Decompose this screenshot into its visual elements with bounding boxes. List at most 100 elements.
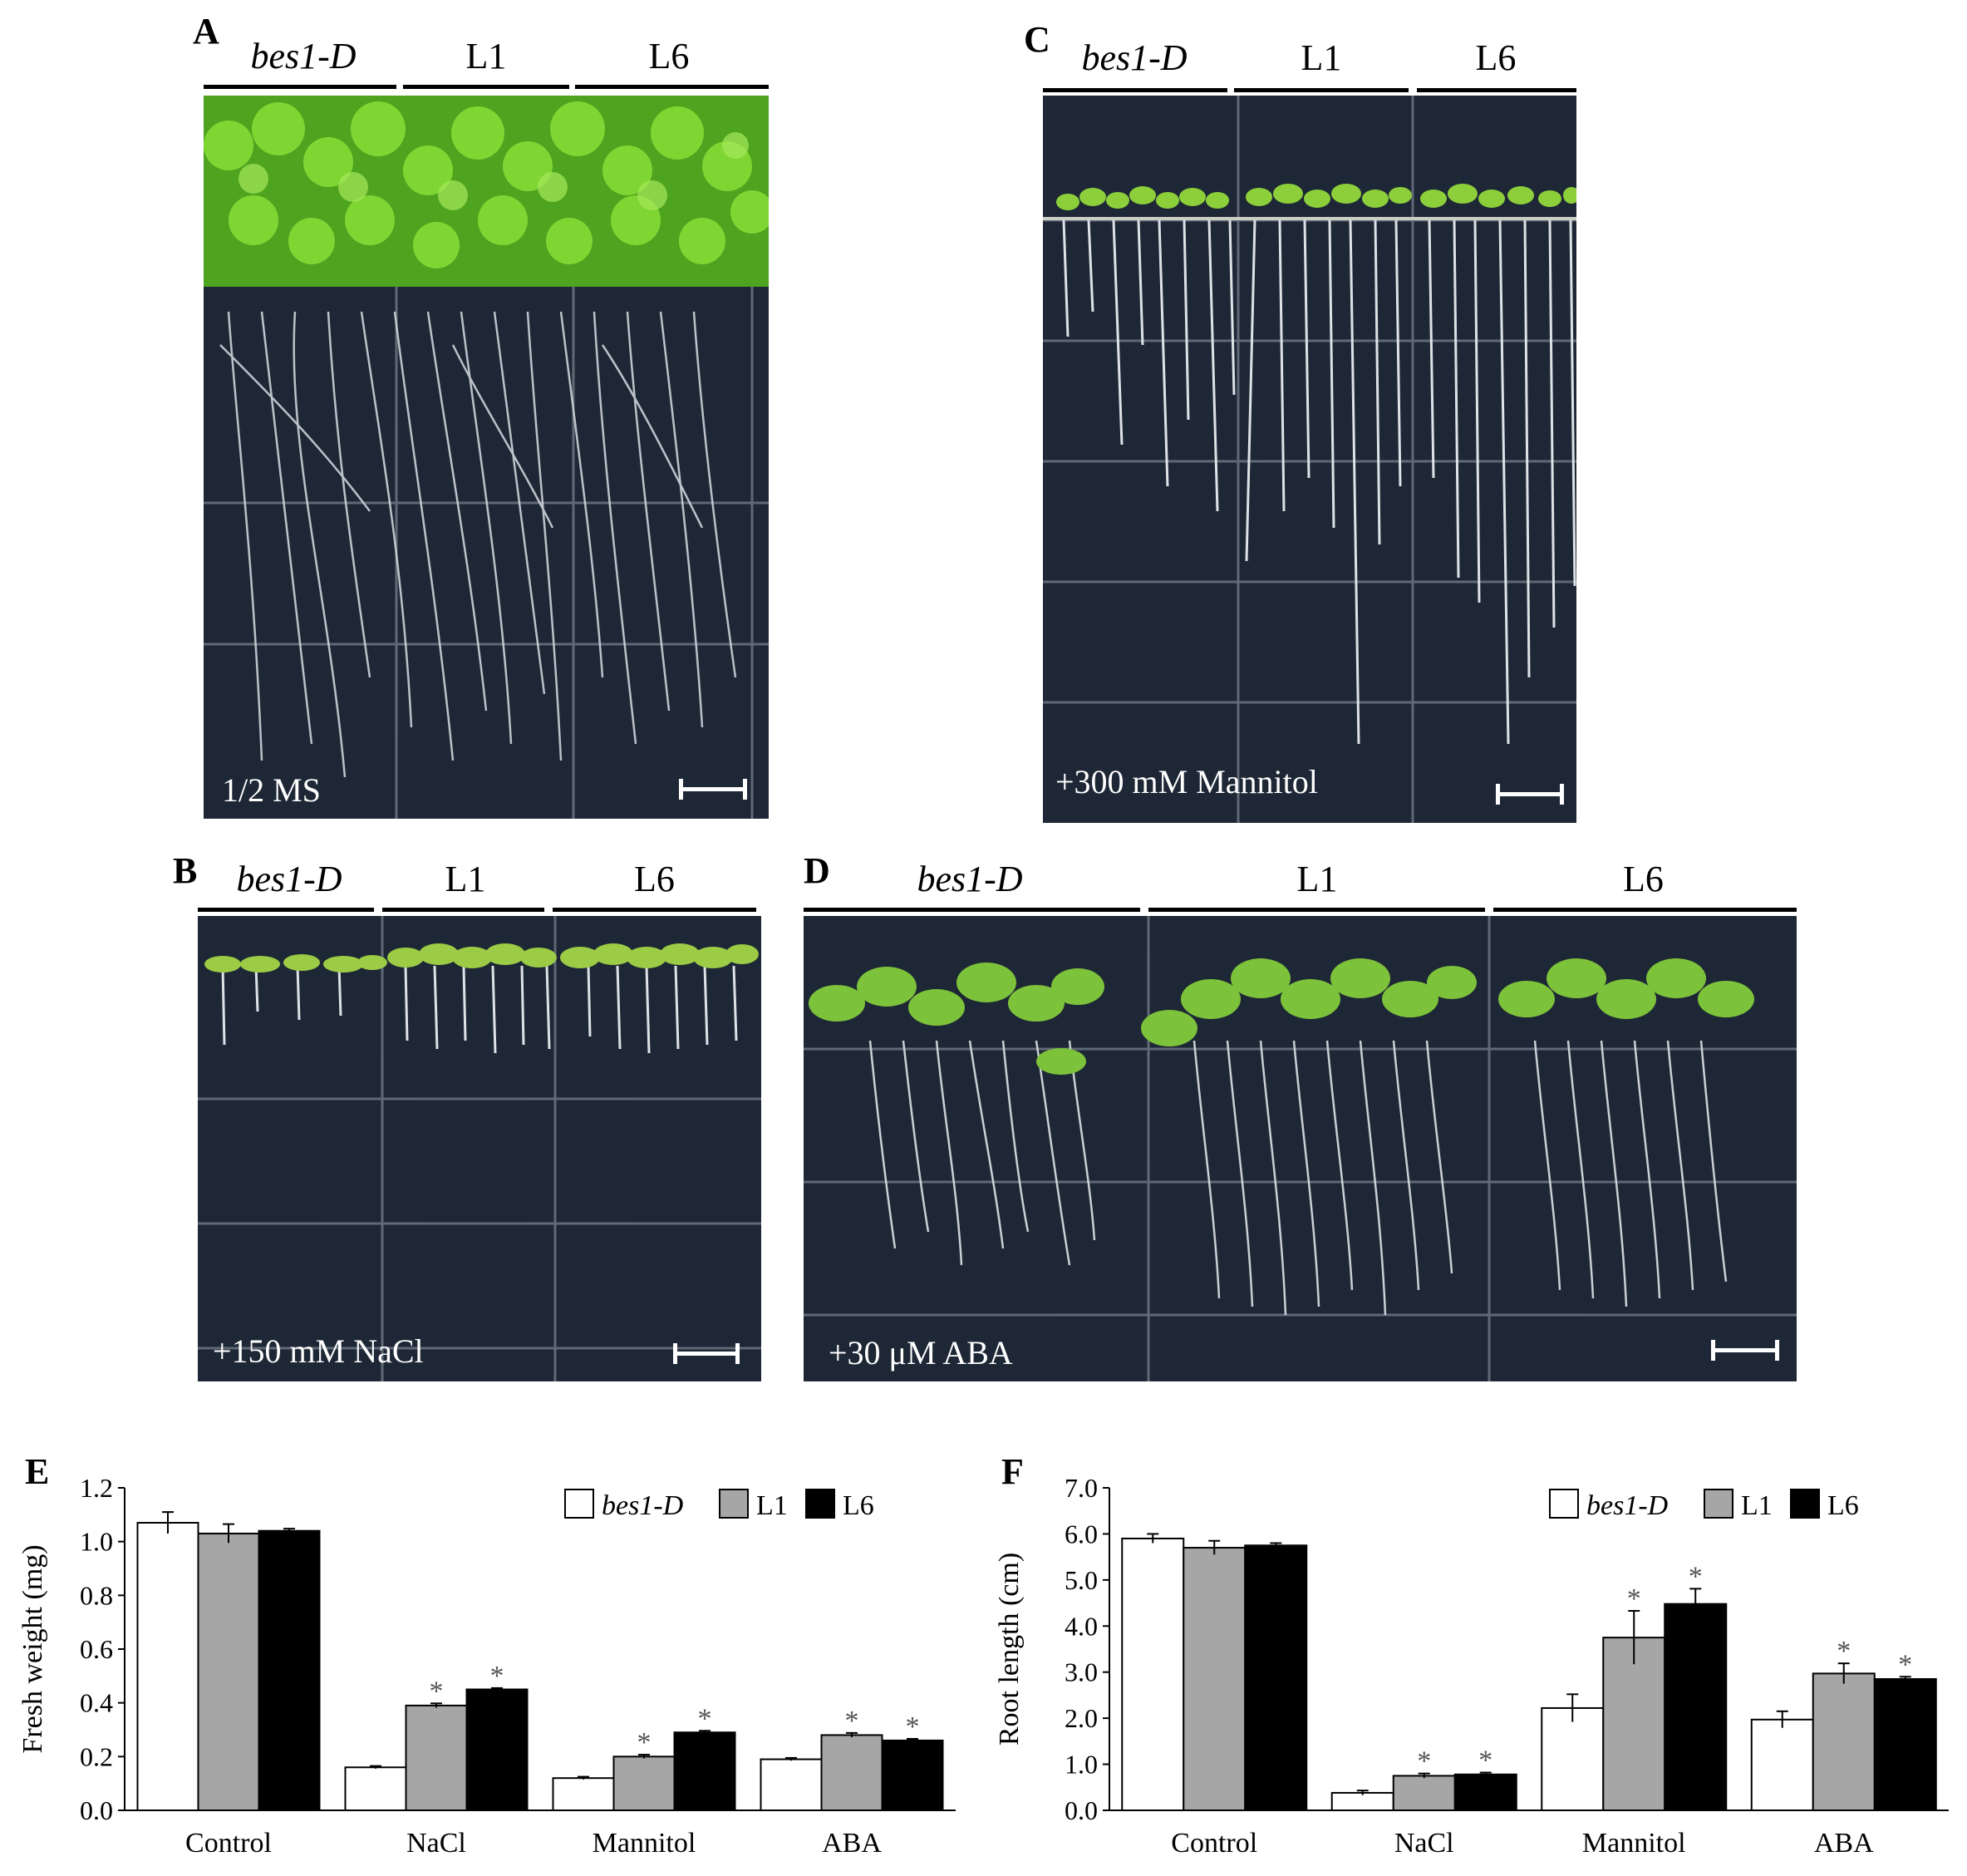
chart-f-category-label: ABA (1814, 1828, 1874, 1859)
panel-a-condition: 1/2 MS (222, 771, 321, 809)
chart-e-category-label: Control (185, 1828, 272, 1859)
chart-f-ytick-label: 5.0 (1065, 1565, 1098, 1595)
chart-f-ytick-label: 7.0 (1065, 1473, 1098, 1503)
chart-e-ylabel: Fresh weight (mg) (17, 1544, 48, 1753)
panel-a-label-l1: L1 (465, 36, 507, 76)
chart-e-significance-mark: * (637, 1727, 652, 1758)
panel-a-letter: A (193, 11, 219, 52)
panel-b-line-3 (553, 908, 756, 912)
panel-a-photo: 1/2 MS (204, 96, 769, 819)
chart-e-bar (405, 1704, 468, 1811)
chart-e-bar (465, 1688, 529, 1811)
chart-f-bar (1392, 1775, 1456, 1811)
chart-e-significance-mark: * (698, 1703, 712, 1734)
chart-f-significance-mark: * (1689, 1561, 1703, 1592)
panel-f-letter: F (1001, 1451, 1024, 1492)
chart-e-ytick-label: 0.4 (80, 1688, 113, 1718)
panel-d-line-3 (1493, 908, 1797, 912)
chart-f-bar (1750, 1718, 1814, 1812)
panel-c-photo-drawing (1043, 96, 1576, 823)
chart-f-ytick-label: 0.0 (1065, 1795, 1098, 1825)
panel-b-photo: +150 mM NaCl (198, 916, 761, 1381)
chart-f-category-label: Control (1171, 1828, 1257, 1859)
panel-b-scale-bar (673, 1343, 740, 1364)
chart-e-legend-label: L6 (843, 1490, 874, 1521)
panel-c-photo: +300 mM Mannitol (1043, 96, 1576, 823)
panel-b-line-2 (382, 908, 544, 912)
panel-d-line-1 (804, 908, 1140, 912)
chart-f-bar (1812, 1672, 1876, 1811)
panel-d-label-l6: L6 (1623, 859, 1664, 899)
chart-e-significance-mark: * (490, 1661, 504, 1691)
chart-e-bar (552, 1777, 615, 1812)
chart-f-ylabel: Root length (cm) (994, 1553, 1025, 1746)
chart-f-significance-mark: * (1627, 1583, 1641, 1614)
chart-f-legend-label: bes1-D (1586, 1490, 1669, 1521)
chart-e-significance-mark: * (845, 1706, 859, 1736)
chart-f-bar (1541, 1706, 1605, 1812)
chart-f-bar (1330, 1791, 1394, 1811)
chart-f-legend-label: L6 (1827, 1490, 1859, 1521)
chart-e-significance-mark: * (906, 1711, 920, 1742)
panel-b-line-1 (198, 908, 374, 912)
panel-a-scale-bar (679, 779, 747, 800)
chart-f-ytick-label: 2.0 (1065, 1703, 1098, 1733)
chart-e-bar (881, 1739, 944, 1811)
panel-a-line-1 (204, 85, 396, 89)
chart-e-ytick-label: 0.8 (80, 1580, 113, 1610)
panel-c-letter: C (1024, 19, 1050, 60)
panel-b-label-l1: L1 (445, 859, 486, 899)
chart-f-category-label: Mannitol (1582, 1828, 1686, 1859)
chart-f-significance-mark: * (1478, 1746, 1492, 1776)
chart-e-ytick-label: 0.2 (80, 1741, 113, 1771)
chart-e-bar (197, 1532, 260, 1811)
chart-e-bar (820, 1734, 883, 1812)
chart-e-legend-swatch (564, 1489, 594, 1519)
chart-f: 0.0 1.0 2.0 3.0 4.0 5.0 6.0 7.0 Root length (cm)… (994, 1473, 1949, 1859)
panel-c-label-bes1d: bes1-D (1081, 37, 1188, 78)
panel-c-scale-bar (1496, 784, 1564, 805)
chart-e-ytick-label: 0.6 (80, 1634, 113, 1664)
chart-f-ytick-label: 4.0 (1065, 1611, 1098, 1641)
chart-f-ytick-label: 3.0 (1065, 1657, 1098, 1687)
panel-b-letter: B (173, 850, 198, 891)
chart-f-ytick-label: 1.0 (1065, 1750, 1098, 1780)
chart-e-bar (136, 1522, 199, 1812)
chart-e-bar (612, 1755, 676, 1812)
chart-f-bar (1453, 1773, 1517, 1812)
panel-a-line-2 (403, 85, 569, 89)
chart-f-significance-mark: * (1898, 1649, 1912, 1680)
panel-d-line-2 (1148, 908, 1485, 912)
chart-f-significance-mark: * (1837, 1636, 1851, 1667)
panel-d-label-l1: L1 (1296, 859, 1338, 899)
chart-f-ytick-label: 6.0 (1065, 1519, 1098, 1549)
panel-b-photo-drawing (198, 916, 761, 1381)
panel-b-label-bes1d: bes1-D (236, 859, 342, 899)
panel-b-condition: +150 mM NaCl (213, 1332, 424, 1370)
chart-f-bar (1873, 1678, 1937, 1811)
panel-c-label-l6: L6 (1475, 37, 1517, 78)
chart-e-ytick-label: 0.0 (80, 1795, 113, 1825)
chart-e-ytick-label: 1.2 (80, 1473, 113, 1503)
chart-e-legend-swatch (805, 1489, 835, 1519)
chart-f-bar (1244, 1544, 1308, 1812)
panel-a-label-l6: L6 (648, 36, 690, 76)
panel-c-condition: +300 mM Mannitol (1055, 763, 1318, 800)
panel-b-label-l6: L6 (634, 859, 675, 899)
panel-d-photo-drawing (804, 916, 1797, 1381)
chart-f-legend-swatch (1790, 1489, 1820, 1519)
chart-e-category-label: NaCl (406, 1828, 466, 1859)
panel-d-label-bes1d: bes1-D (917, 859, 1023, 899)
chart-e-significance-mark: * (430, 1676, 444, 1706)
chart-f-bar (1183, 1547, 1247, 1812)
chart-e-legend-swatch (719, 1489, 749, 1519)
panel-d-letter: D (804, 850, 830, 891)
chart-e-legend-label: bes1-D (602, 1490, 684, 1521)
chart-f-significance-mark: * (1417, 1746, 1431, 1777)
panel-d-scale-bar (1711, 1340, 1779, 1361)
panel-d-condition: +30 μM ABA (829, 1334, 1013, 1371)
chart-e: 0.0 0.2 0.4 0.6 0.8 1.0 1.2 Fresh weight (mg) Co… (17, 1473, 956, 1859)
chart-f-bar (1121, 1537, 1185, 1811)
chart-e-bar (760, 1758, 823, 1812)
chart-e-category-label: Mannitol (593, 1828, 696, 1859)
